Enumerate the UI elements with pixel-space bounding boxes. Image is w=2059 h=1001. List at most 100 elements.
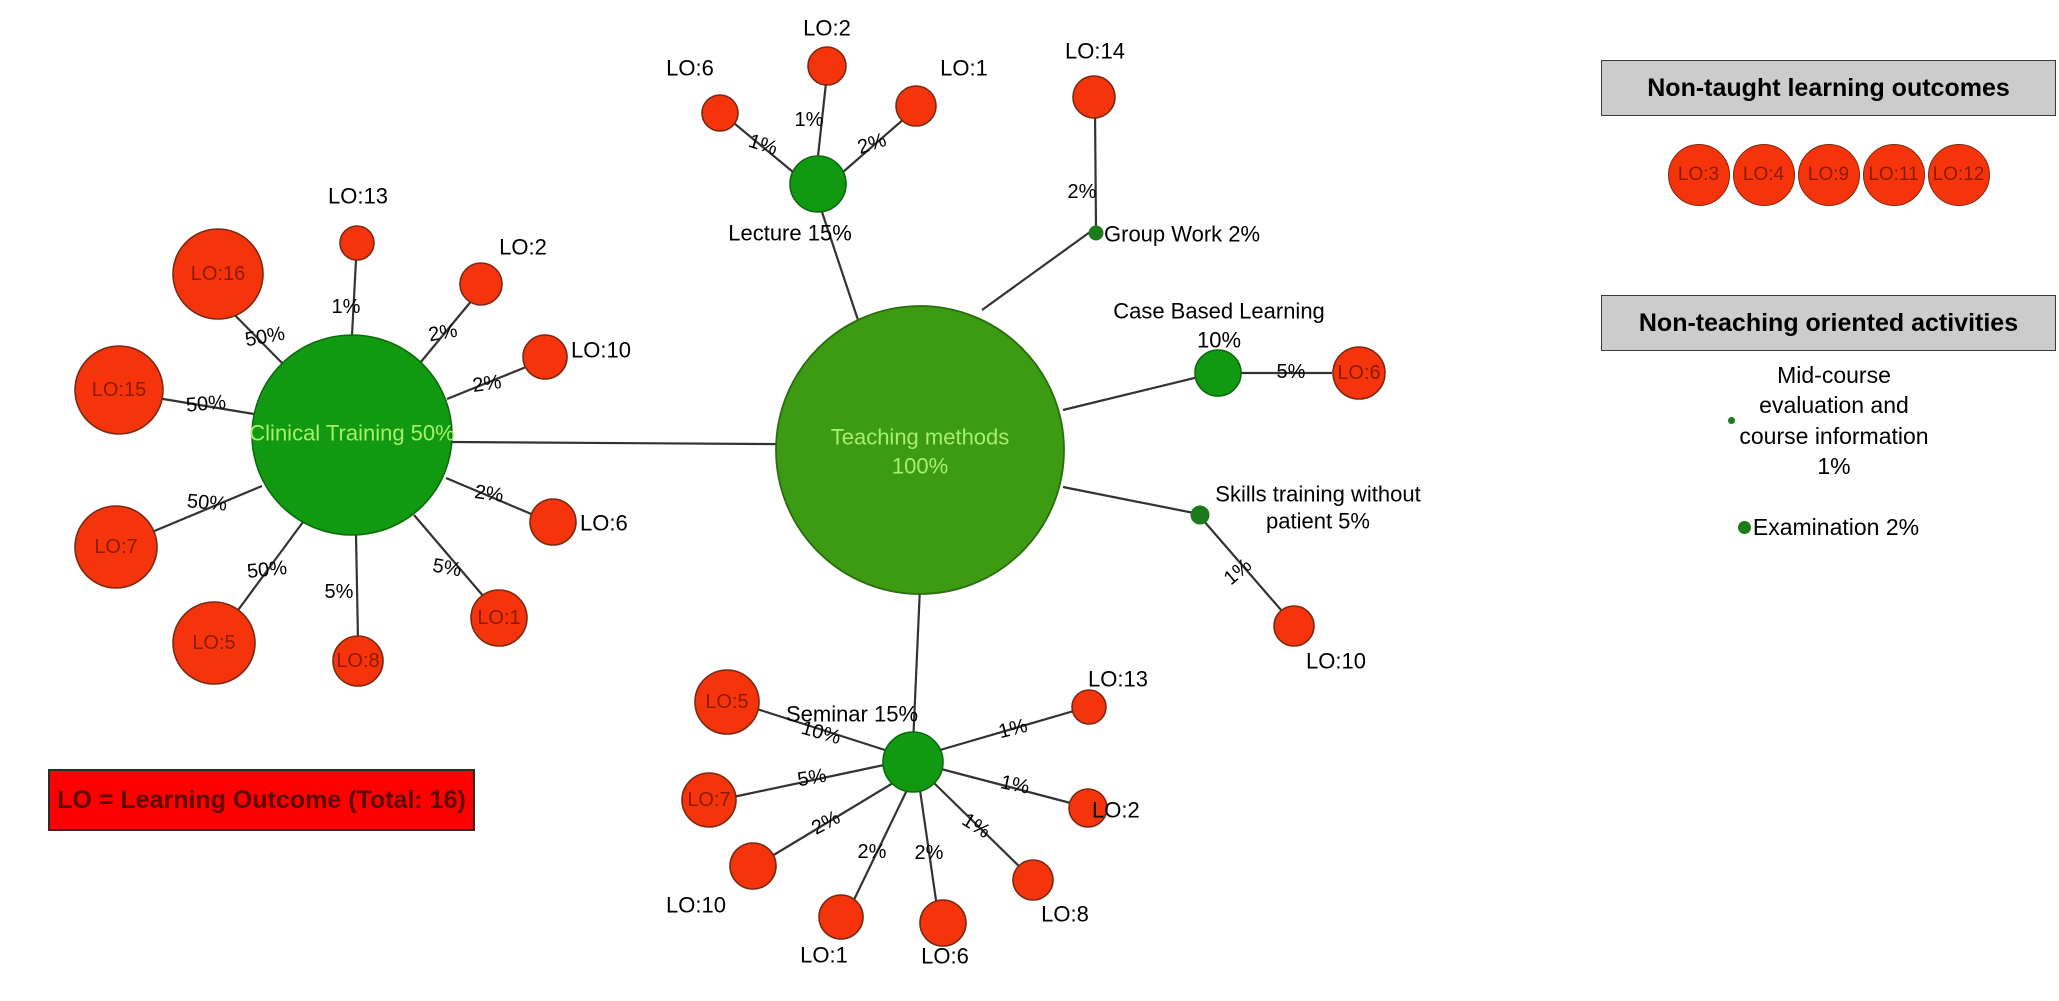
node-lecture-lo6[interactable]: LO:6 [666,56,739,132]
lo-circle[interactable] [339,225,375,261]
seminar-circle[interactable] [882,731,944,793]
edge-clinical-lo8 [354,534,360,641]
learning-outcome-legend: LO = Learning Outcome (Total: 16) [48,769,475,831]
non-taught-lo-9[interactable]: LO:9 [1797,144,1860,206]
node-clinical-lo13[interactable]: LO:13 [328,184,388,261]
lo-label: LO:6 [921,944,969,969]
lo-circle[interactable] [332,635,384,687]
edge-weight-clinical-lo8: 5% [325,581,354,603]
lo-circle[interactable] [694,669,760,735]
edge-seminar-lo8 [933,782,1027,874]
lo-circle[interactable] [681,772,737,828]
teaching-methods-circle[interactable] [775,305,1065,595]
edge-weight-clinical-lo15: 50% [185,391,227,416]
lo-label: LO:1 [477,607,520,629]
non-taught-lo-12[interactable]: LO:12 [1927,144,1990,206]
case-based-circle[interactable] [1194,349,1242,397]
lo-circle[interactable] [818,894,864,940]
lo-label: LO:7 [94,536,137,558]
node-casebased-lo6[interactable]: LO:6 [1332,346,1386,400]
non-taught-lo-11[interactable]: LO:11 [1862,144,1925,206]
lo-circle[interactable] [1072,75,1116,119]
non-taught-lo-4[interactable]: LO:4 [1732,144,1795,206]
node-seminar-lo1[interactable]: LO:1 [800,894,864,968]
lo-circle[interactable] [172,228,264,320]
node-group-work[interactable] [1088,225,1104,241]
node-clinical-training[interactable]: Clinical Training 50% [249,334,455,536]
lo-circle[interactable] [1332,346,1386,400]
lo-circle[interactable] [470,589,528,647]
node-lecture-lo2[interactable]: LO:2 [803,16,851,86]
node-seminar-lo6[interactable]: LO:6 [919,899,969,969]
midcourse-line1: Mid-course [1777,362,1891,388]
node-clinical-lo8[interactable]: LO:8 [332,635,384,687]
lo-circle[interactable] [807,46,847,86]
edge-weight-lecture-lo1: 2% [855,129,889,159]
clinical-training-circle[interactable] [251,334,453,536]
node-clinical-lo2[interactable]: LO:2 [459,235,547,306]
cluster-skills-training: LO:10 Skills training without patient 5%… [1190,482,1421,674]
edge-clinical-lo6 [445,476,537,518]
lo-circle[interactable] [74,345,164,435]
lo-circle[interactable] [74,505,158,589]
edge-clinical-lo15 [156,396,255,416]
node-seminar-lo5[interactable]: LO:5 [694,669,760,735]
lo-circle[interactable] [1273,605,1315,647]
node-groupwork-lo14[interactable]: LO:14 [1065,39,1125,119]
group-work-dot[interactable] [1088,225,1104,241]
lecture-circle[interactable] [789,155,847,213]
node-clinical-lo7[interactable]: LO:7 [74,505,158,589]
lo-label: LO:2 [499,235,547,260]
lo-circle[interactable] [529,498,577,546]
midcourse-line2: evaluation and [1759,392,1909,419]
node-seminar-lo13[interactable]: LO:13 [1071,667,1148,725]
node-clinical-lo15[interactable]: LO:15 [74,345,164,435]
node-clinical-lo16[interactable]: LO:16 [172,228,264,320]
edge-seminar-lo6 [918,789,940,915]
node-seminar-lo7[interactable]: LO:7 [681,772,737,828]
lo-label: LO:7 [687,789,730,811]
node-teaching-methods[interactable]: Teaching methods 100% [775,305,1065,595]
lo-circle[interactable] [895,85,937,127]
lo-circle[interactable] [701,94,739,132]
lo-label: LO:6 [666,56,714,81]
lo-circle[interactable] [172,601,256,685]
lo-label: LO:6 [1337,362,1380,384]
node-seminar[interactable] [882,731,944,793]
lo-label: LO:15 [92,379,146,401]
lo-circle[interactable] [1071,689,1107,725]
node-seminar-lo2[interactable]: LO:2 [1068,788,1140,828]
node-seminar-lo10[interactable]: LO:10 [666,842,777,918]
lo-circle[interactable] [729,842,777,890]
edge-root-groupwork [981,231,1091,311]
edge-clinical-lo2 [419,298,474,364]
edge-groupwork-lo14 [1093,109,1098,229]
node-skills-training[interactable] [1190,505,1210,525]
group-work-label: Group Work 2% [1104,222,1260,247]
lo-circle[interactable] [1012,859,1054,901]
edge-root-casebased [1062,371,1216,412]
lo-circle[interactable] [522,334,568,380]
lo-circle[interactable] [1068,788,1108,828]
lo-circle[interactable] [919,899,967,947]
non-taught-lo-3[interactable]: LO:3 [1667,144,1730,206]
lo-circle[interactable] [459,262,503,306]
skills-training-dot[interactable] [1190,505,1210,525]
edge-skills-lo10 [1202,519,1289,619]
lo-label: LO:16 [191,263,245,285]
edge-weight-clinical-lo6: 2% [473,481,505,507]
edge-weight-seminar-lo2: 1% [999,771,1032,799]
node-seminar-lo8[interactable]: LO:8 [1012,859,1089,927]
node-case-based-learning[interactable] [1194,349,1242,397]
node-clinical-lo5[interactable]: LO:5 [172,601,256,685]
edge-root-skills [1062,485,1200,516]
lo-label: LO:8 [1041,902,1089,927]
node-lecture[interactable] [789,155,847,213]
node-skills-lo10[interactable]: LO:10 [1273,605,1366,674]
node-clinical-lo10[interactable]: LO:10 [522,334,631,380]
node-clinical-lo1[interactable]: LO:1 [470,589,528,647]
node-lecture-lo1[interactable]: LO:1 [895,56,988,127]
node-clinical-lo6[interactable]: LO:6 [529,498,628,546]
edge-seminar-lo2 [940,767,1083,808]
